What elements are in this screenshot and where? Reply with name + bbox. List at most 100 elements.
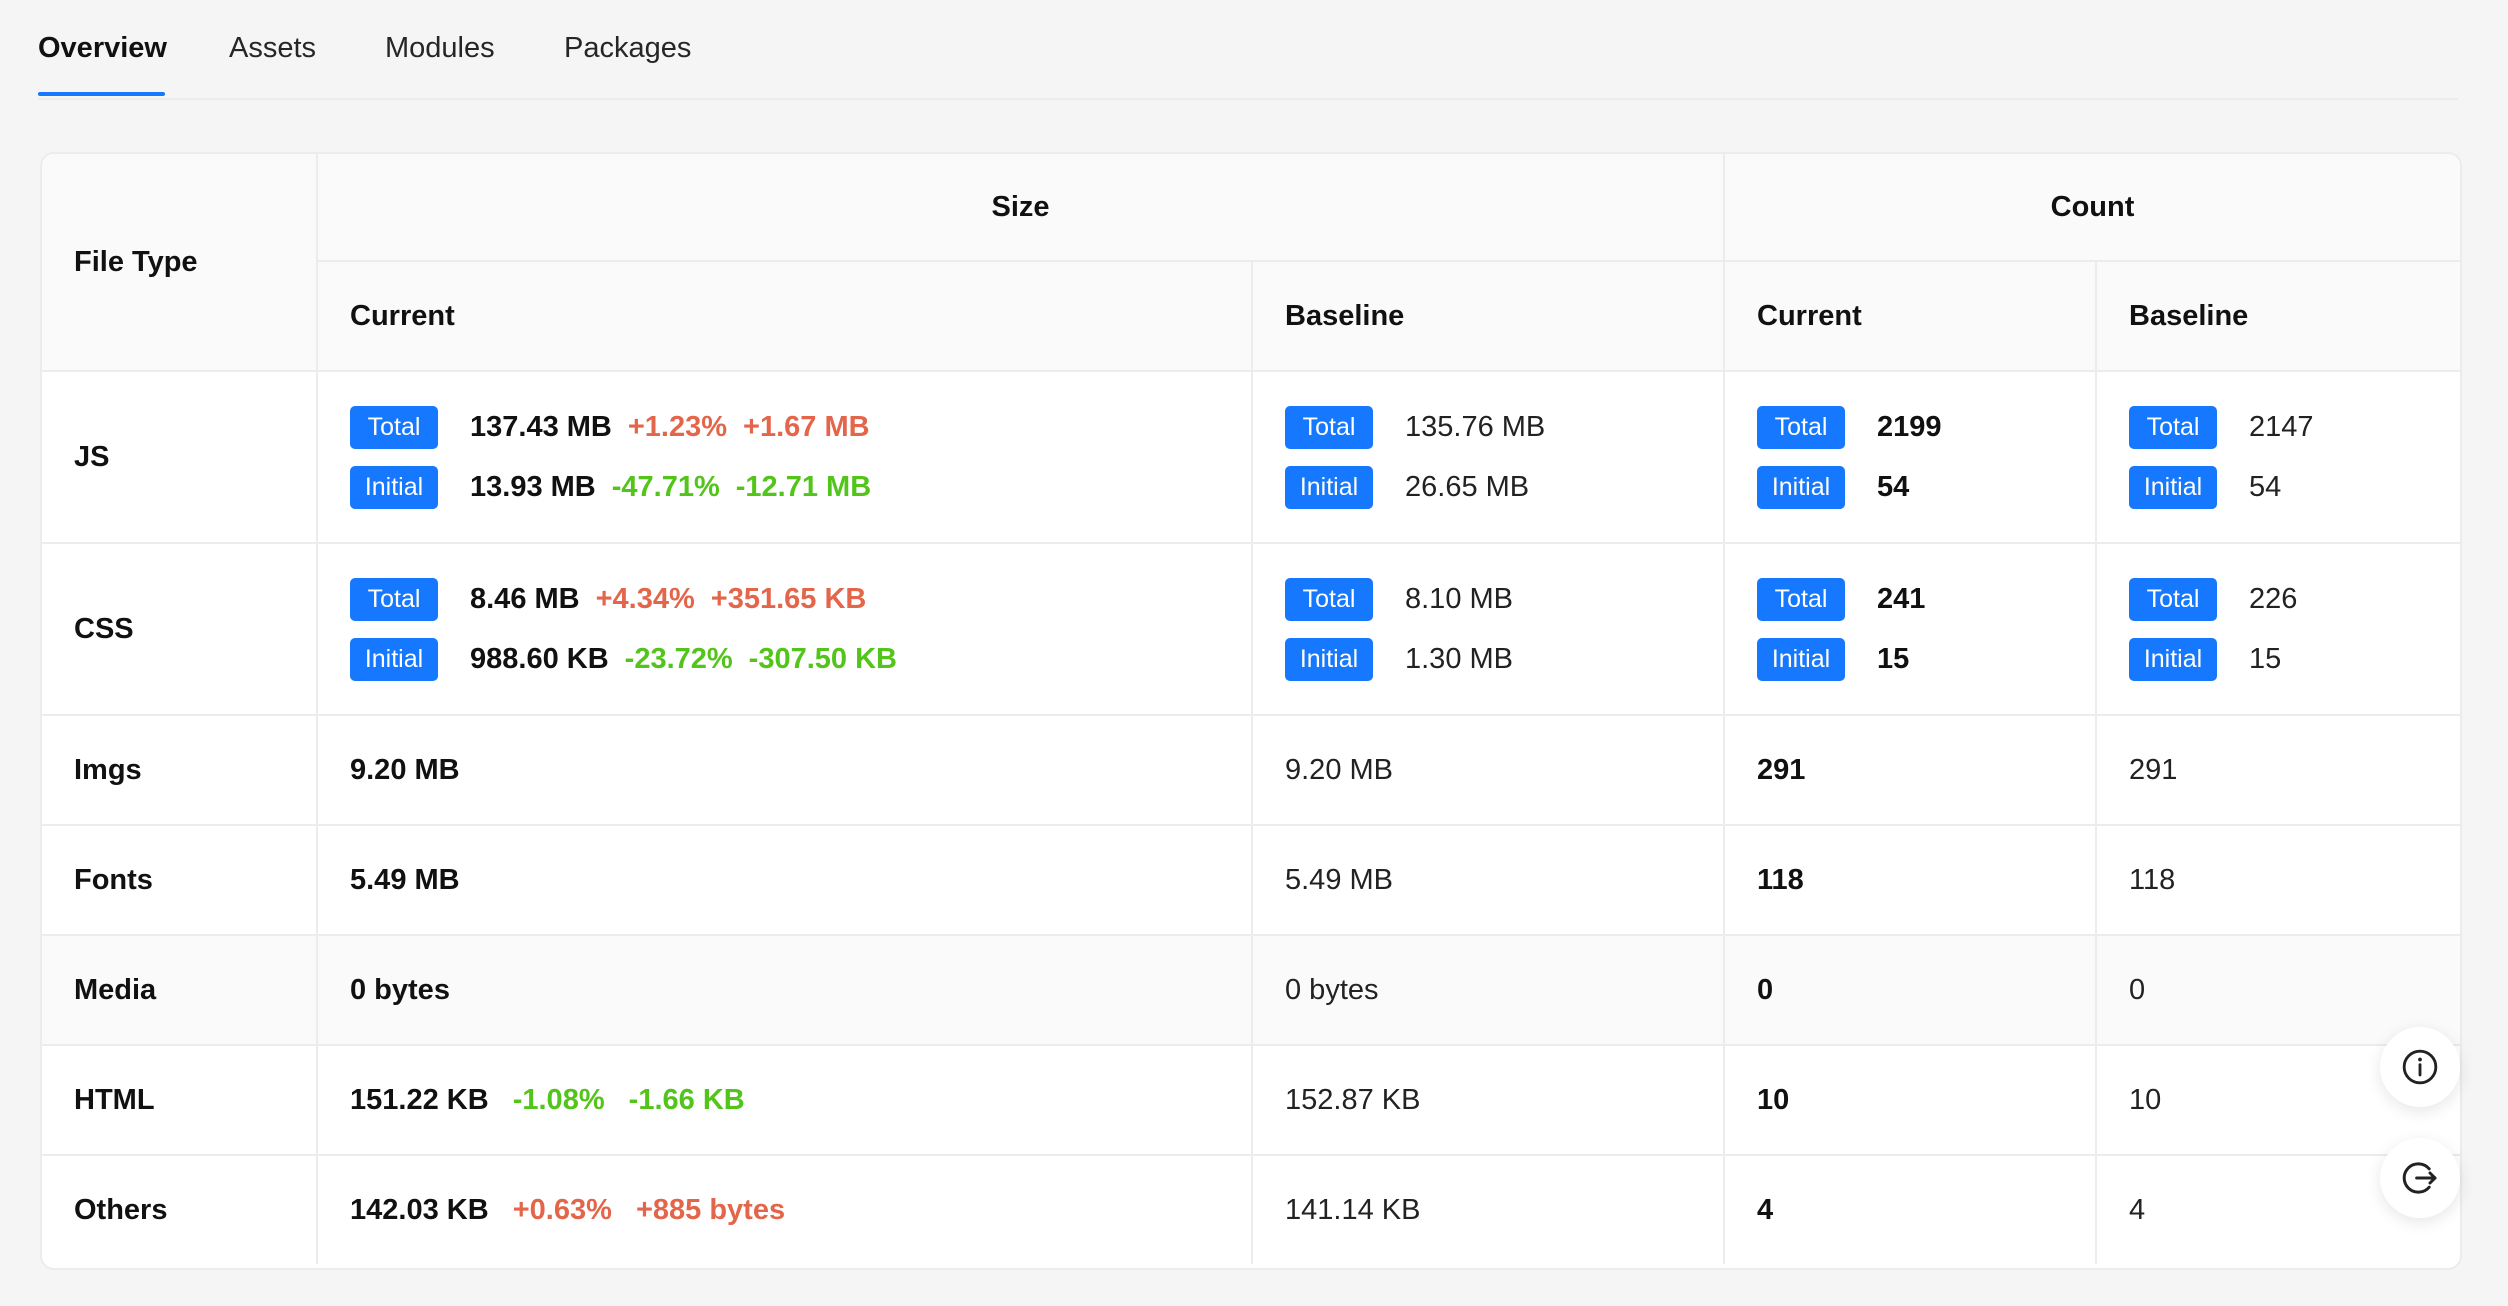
size-change: +885 bytes [635,1193,786,1226]
table-row-css: CSS Total 8.46 MB +4.34% +351.65 KB Init… [42,543,2460,716]
value: 15 [2249,642,2282,675]
count-current-header: Current [1724,261,2097,372]
total-tag: Total [2129,577,2217,621]
table-row-imgs: Imgs 9.20 MB 9.20 MB 291 291 [42,715,2460,826]
media-count-current: 0 [1724,935,2097,1046]
percent-change: +1.23% [627,410,728,443]
js-count-baseline: Total 2147 Initial 54 [2096,371,2460,544]
value: 54 [2249,470,2282,503]
row-label: Imgs [42,715,318,826]
size-change: -1.66 KB [628,1083,745,1116]
size-header: Size [317,154,1725,262]
info-button[interactable] [2380,1027,2460,1107]
tab-bar: Overview Assets Modules Packages [38,0,2458,100]
js-size-baseline: Total 135.76 MB Initial 26.65 MB [1252,371,1725,544]
value: 13.93 MB [470,470,596,503]
value: 988.60 KB [470,642,609,675]
js-size-current: Total 137.43 MB +1.23% +1.67 MB Initial … [317,371,1253,544]
tab-overview[interactable]: Overview [38,32,167,64]
value: 2199 [1877,410,1942,443]
value: 54 [1877,470,1910,503]
imgs-count-baseline: 291 [2096,715,2460,826]
others-count-current: 4 [1724,1155,2097,1264]
value: 26.65 MB [1405,470,1530,503]
css-size-baseline: Total 8.10 MB Initial 1.30 MB [1252,543,1725,716]
value: 2147 [2249,410,2314,443]
value: 142.03 KB [350,1193,489,1226]
js-count-current: Total 2199 Initial 54 [1724,371,2097,544]
percent-change: -47.71% [611,470,720,503]
table-row-media: Media 0 bytes 0 bytes 0 0 [42,935,2460,1046]
css-size-current: Total 8.46 MB +4.34% +351.65 KB Initial … [317,543,1253,716]
file-type-table: File Type Size Count Current Baseline Cu… [42,154,2460,1264]
imgs-size-current: 9.20 MB [317,715,1253,826]
fonts-size-baseline: 5.49 MB [1252,825,1725,936]
css-count-baseline: Total 226 Initial 15 [2096,543,2460,716]
total-tag: Total [1757,405,1845,449]
initial-tag: Initial [1757,465,1845,509]
total-tag: Total [350,577,438,621]
initial-tag: Initial [350,465,438,509]
percent-change: -1.08% [512,1083,605,1116]
html-count-current: 10 [1724,1045,2097,1156]
tab-packages[interactable]: Packages [564,32,692,64]
table-row-fonts: Fonts 5.49 MB 5.49 MB 118 118 [42,825,2460,936]
value: 226 [2249,582,2298,615]
percent-change: -23.72% [624,642,733,675]
percent-change: +4.34% [595,582,695,615]
others-size-baseline: 141.14 KB [1252,1155,1725,1264]
value: 137.43 MB [470,410,612,443]
value: 8.10 MB [1405,582,1513,615]
table-row-others: Others 142.03 KB +0.63% +885 bytes 141.1… [42,1155,2460,1264]
fonts-size-current: 5.49 MB [317,825,1253,936]
count-baseline-header: Baseline [2096,261,2460,372]
fonts-count-current: 118 [1724,825,2097,936]
initial-tag: Initial [1285,637,1373,681]
logout-icon [2402,1162,2437,1194]
active-tab-indicator [38,92,165,96]
percent-change: +0.63% [512,1193,612,1226]
imgs-count-current: 291 [1724,715,2097,826]
initial-tag: Initial [2129,637,2217,681]
value: 135.76 MB [1405,410,1546,443]
total-tag: Total [1757,577,1845,621]
row-label: Others [42,1155,318,1264]
value: 8.46 MB [470,582,580,615]
others-count-baseline: 4 [2129,1193,2146,1226]
row-label: JS [42,371,318,544]
count-header: Count [1724,154,2460,262]
total-tag: Total [2129,405,2217,449]
value: 15 [1877,642,1910,675]
size-change: -12.71 MB [735,470,872,503]
row-label: HTML [42,1045,318,1156]
table-row-js: JS Total 137.43 MB +1.23% +1.67 MB Initi… [42,371,2460,544]
initial-tag: Initial [1757,637,1845,681]
media-count-baseline: 0 [2096,935,2460,1046]
media-size-baseline: 0 bytes [1252,935,1725,1046]
initial-tag: Initial [350,637,438,681]
html-size-baseline: 152.87 KB [1252,1045,1725,1156]
initial-tag: Initial [1285,465,1373,509]
total-tag: Total [350,405,438,449]
value: 1.30 MB [1405,642,1513,675]
media-size-current: 0 bytes [317,935,1253,1046]
row-label: CSS [42,543,318,716]
initial-tag: Initial [2129,465,2217,509]
others-size-current: 142.03 KB +0.63% +885 bytes [317,1155,1253,1264]
html-size-current: 151.22 KB -1.08% -1.66 KB [317,1045,1253,1156]
imgs-size-baseline: 9.20 MB [1252,715,1725,826]
value: 241 [1877,582,1926,615]
row-label: Fonts [42,825,318,936]
file-type-header: File Type [42,154,318,372]
size-baseline-header: Baseline [1252,261,1725,372]
tab-modules[interactable]: Modules [385,32,495,64]
tab-assets[interactable]: Assets [229,32,317,64]
table-row-html: HTML 151.22 KB -1.08% -1.66 KB 152.87 KB… [42,1045,2460,1156]
size-change: +1.67 MB [743,410,870,443]
size-change: +351.65 KB [710,582,867,615]
total-tag: Total [1285,577,1373,621]
overview-table-card: File Type Size Count Current Baseline Cu… [40,152,2462,1270]
row-label: Media [42,935,318,1046]
logout-button[interactable] [2380,1138,2460,1218]
value: 151.22 KB [350,1083,489,1116]
